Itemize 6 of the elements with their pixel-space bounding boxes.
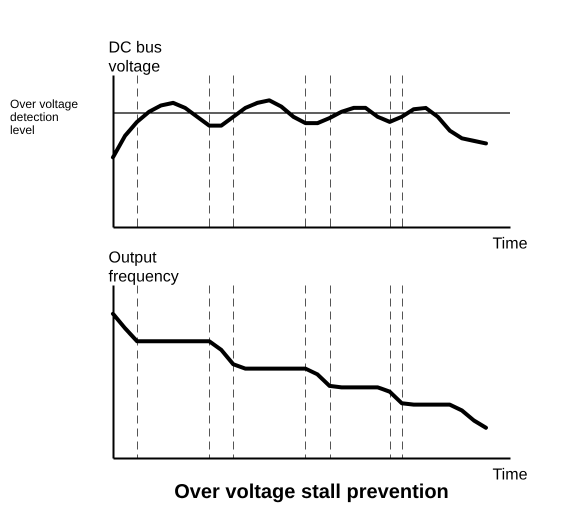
text: Over voltage stall prevention <box>174 481 449 503</box>
ref-line-label: Over voltage detection level <box>10 97 78 137</box>
x-axis-title: Time <box>492 236 528 252</box>
y-axis-title: DC bus voltage <box>108 40 162 76</box>
x-axis-title: Time <box>492 466 528 484</box>
y-axis-title: Output frequency <box>108 250 179 286</box>
